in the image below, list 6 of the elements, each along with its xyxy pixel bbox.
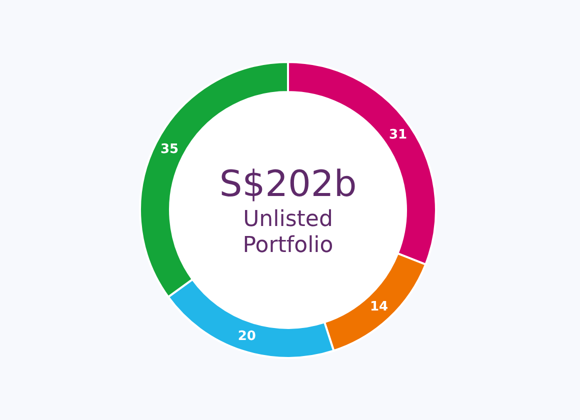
data-label: 20 [238,328,256,344]
text: S$202b [219,164,357,205]
data-label: 31 [388,128,408,143]
text: Unlisted Portfolio [242,207,334,258]
data-label: 35 [160,142,179,158]
data-label: 14 [370,299,388,314]
